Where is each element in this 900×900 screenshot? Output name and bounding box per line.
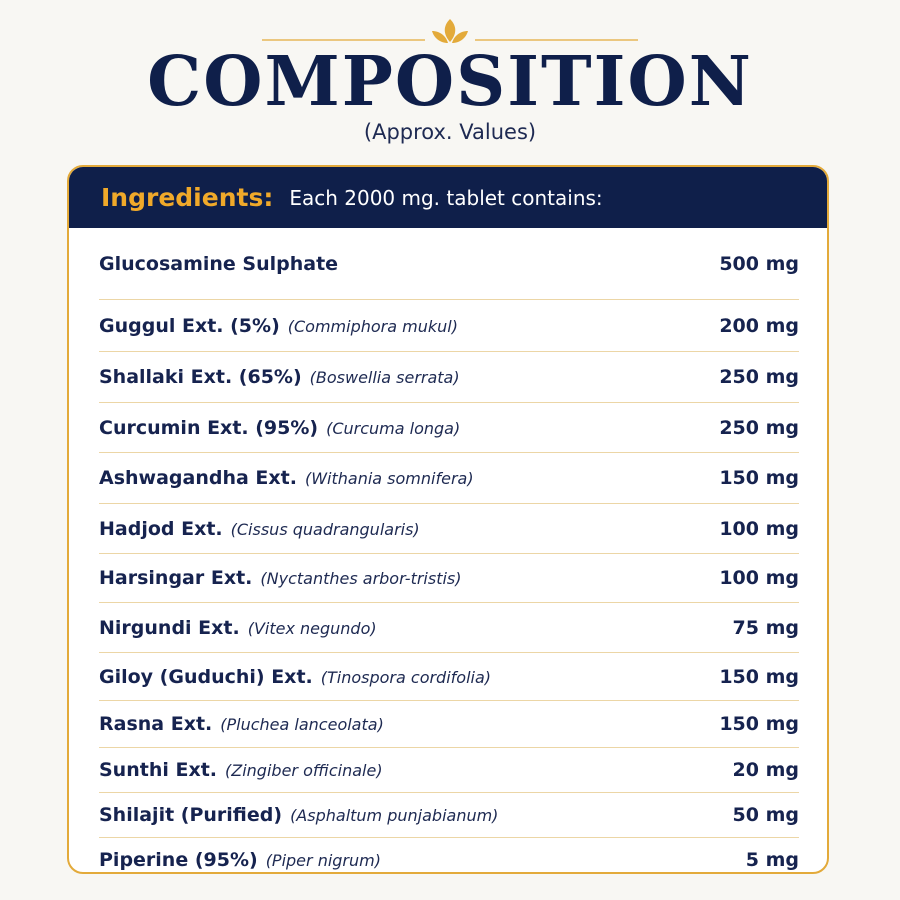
page-title: COMPOSITION: [147, 42, 753, 122]
ingredient-name-group: Curcumin Ext. (95%) (Curcuma longa): [99, 417, 460, 439]
ingredient-name: Sunthi Ext.: [99, 759, 218, 781]
ingredient-amount: 75 mg: [732, 616, 799, 639]
ingredient-scientific-name: (Nyctanthes arbor-tristis): [260, 569, 462, 588]
ingredient-amount: 100 mg: [719, 567, 799, 589]
ingredient-amount: 5 mg: [745, 848, 799, 871]
ingredient-name: Curcumin Ext. (95%): [99, 416, 319, 439]
ingredient-name-group: Shilajit (Purified) (Asphaltum punjabianu…: [99, 804, 498, 826]
ingredient-scientific-name: (Pluchea lanceolata): [220, 715, 384, 734]
tablet-description: Each 2000 mg. tablet contains:: [289, 185, 603, 210]
ingredient-row: Guggul Ext. (5%) (Commiphora mukul) 200 mg: [99, 300, 799, 352]
ingredient-name-group: Glucosamine Sulphate: [99, 253, 338, 275]
ingredients-label: Ingredients:: [101, 183, 274, 212]
ingredient-name-group: Giloy (Guduchi) Ext. (Tinospora cordifoli…: [99, 666, 491, 688]
ingredient-amount: 200 mg: [719, 314, 799, 337]
ingredient-scientific-name: (Boswellia serrata): [309, 368, 460, 387]
ingredient-row: Piperine (95%) (Piper nigrum) 5 mg: [99, 838, 799, 872]
ingredient-amount: 150 mg: [719, 713, 799, 735]
ingredient-name: Nirgundi Ext.: [99, 616, 240, 639]
ingredient-name-group: Sunthi Ext. (Zingiber officinale): [99, 759, 383, 781]
ingredient-name: Hadjod Ext.: [99, 517, 223, 540]
ingredient-row: Shallaki Ext. (65%) (Boswellia serrata) 25…: [99, 352, 799, 403]
page-subtitle: (Approx. Values): [363, 120, 537, 144]
ingredient-scientific-name: (Commiphora mukul): [287, 316, 458, 336]
ingredient-name: Glucosamine Sulphate: [99, 252, 339, 275]
ingredient-name-group: Harsingar Ext. (Nyctanthes arbor-tristis): [99, 567, 462, 589]
ingredient-name-group: Shallaki Ext. (65%) (Boswellia serrata): [99, 366, 460, 388]
ingredient-row: Hadjod Ext. (Cissus quadrangularis) 100 mg: [99, 504, 799, 554]
ingredient-scientific-name: (Zingiber officinale): [225, 761, 383, 780]
ingredient-name-group: Guggul Ext. (5%) (Commiphora mukul): [99, 315, 458, 337]
composition-panel: Ingredients: Each 2000 mg. tablet contai…: [67, 165, 829, 874]
ingredient-row: Ashwagandha Ext. (Withania somnifera) 150 …: [99, 453, 799, 504]
ingredient-name: Guggul Ext. (5%): [99, 314, 280, 337]
ingredient-row: Curcumin Ext. (95%) (Curcuma longa) 250 mg: [99, 403, 799, 453]
ingredient-row: Nirgundi Ext. (Vitex negundo) 75 mg: [99, 603, 799, 653]
panel-header: Ingredients: Each 2000 mg. tablet contai…: [69, 167, 827, 228]
ingredient-amount: 150 mg: [719, 467, 799, 489]
ingredient-row: Giloy (Guduchi) Ext. (Tinospora cordifoli…: [99, 653, 799, 701]
ingredient-name-group: Piperine (95%) (Piper nigrum): [99, 849, 381, 871]
ingredient-amount: 250 mg: [719, 416, 799, 439]
ingredient-scientific-name: (Cissus quadrangularis): [230, 519, 420, 539]
ingredient-amount: 50 mg: [732, 804, 799, 826]
ingredient-name-group: Nirgundi Ext. (Vitex negundo): [99, 617, 377, 639]
ingredient-row: Rasna Ext. (Pluchea lanceolata) 150 mg: [99, 701, 799, 748]
ingredient-scientific-name: (Tinospora cordifolia): [320, 667, 492, 687]
ingredient-scientific-name: (Vitex negundo): [247, 618, 377, 638]
ingredient-amount: 100 mg: [719, 517, 799, 540]
ingredient-name: Ashwagandha Ext.: [99, 467, 297, 489]
ingredient-name: Piperine (95%): [99, 848, 258, 871]
ingredient-amount: 250 mg: [719, 366, 799, 388]
ingredient-name-group: Ashwagandha Ext. (Withania somnifera): [99, 467, 474, 489]
leaf-ornament-icon: [262, 19, 638, 43]
ingredient-name-group: Rasna Ext. (Pluchea lanceolata): [99, 713, 384, 735]
ingredient-scientific-name: (Piper nigrum): [265, 850, 381, 870]
ingredient-scientific-name: (Asphaltum punjabianum): [290, 806, 499, 825]
ingredient-scientific-name: (Curcuma longa): [326, 418, 461, 438]
ingredient-list: Glucosamine Sulphate 500 mg Guggul Ext. (5…: [69, 228, 827, 872]
ingredient-amount: 500 mg: [719, 252, 799, 275]
ingredient-scientific-name: (Withania somnifera): [304, 469, 474, 488]
ingredient-name: Shallaki Ext. (65%): [99, 366, 302, 388]
ingredient-name: Shilajit (Purified): [99, 804, 283, 826]
ingredient-amount: 20 mg: [732, 759, 799, 781]
ingredient-row: Shilajit (Purified) (Asphaltum punjabianu…: [99, 793, 799, 838]
ingredient-name: Harsingar Ext.: [99, 567, 253, 589]
ingredient-row: Harsingar Ext. (Nyctanthes arbor-tristis)…: [99, 554, 799, 603]
ingredient-name-group: Hadjod Ext. (Cissus quadrangularis): [99, 518, 420, 540]
ingredient-name: Giloy (Guduchi) Ext.: [99, 665, 313, 688]
ingredient-row: Sunthi Ext. (Zingiber officinale) 20 mg: [99, 748, 799, 793]
ingredient-row: Glucosamine Sulphate 500 mg: [99, 228, 799, 300]
ingredient-name: Rasna Ext.: [99, 713, 213, 735]
ingredient-amount: 150 mg: [719, 665, 799, 688]
